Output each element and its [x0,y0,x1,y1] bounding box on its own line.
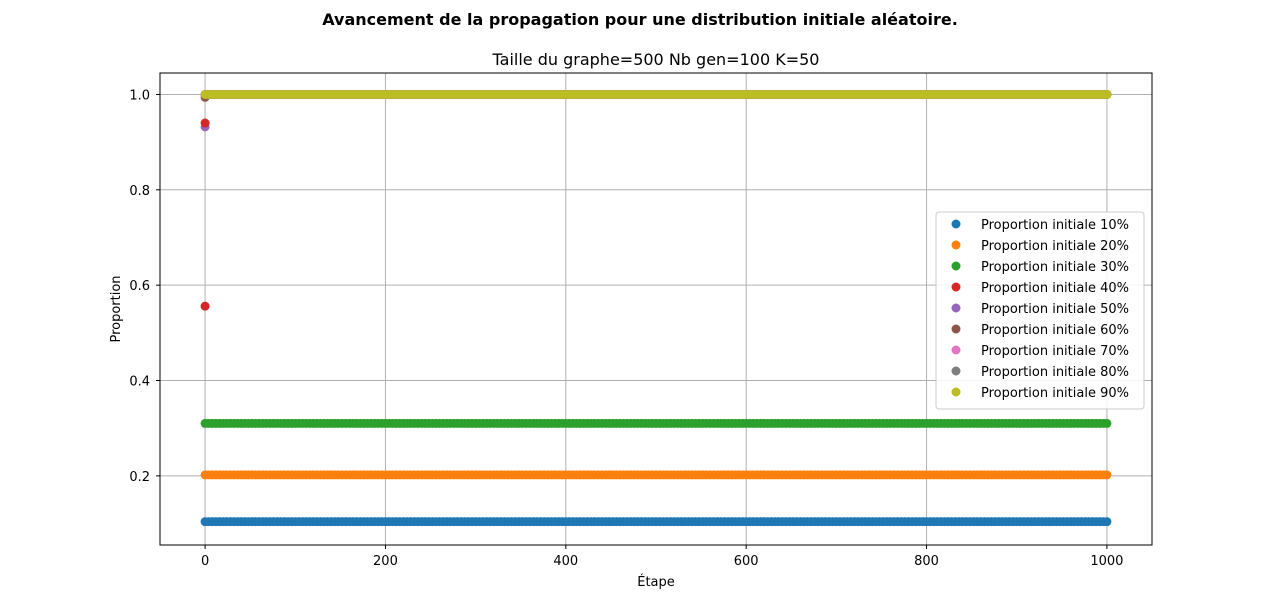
legend-marker [951,261,961,271]
series-points [200,517,1112,527]
legend-marker [951,366,961,376]
data-point [200,301,210,311]
y-tick-label: 0.2 [129,470,150,485]
figure-suptitle: Avancement de la propagation pour une di… [322,10,958,29]
x-tick-label: 0 [201,554,209,569]
y-tick-label: 0.4 [129,375,150,390]
legend: Proportion initiale 10% Proportion initia… [935,211,1145,410]
series-points [200,89,1112,99]
legend-label: Proportion initiale 90% [981,386,1129,401]
legend-label: Proportion initiale 10% [981,218,1129,233]
legend-box [935,211,1145,410]
legend-label: Proportion initiale 40% [981,281,1129,296]
legend-marker [951,240,961,250]
x-tick-label: 800 [914,554,939,569]
chart-title: Taille du graphe=500 Nb gen=100 K=50 [492,50,820,69]
x-tick-label: 600 [734,554,759,569]
axis-ticks: 0 200 400 600 800 1000 0.2 0.4 0.6 0.8 1.0 [129,88,1123,569]
data-point [1102,418,1112,428]
y-tick-label: 0.8 [129,184,150,199]
legend-label: Proportion initiale 80% [981,365,1129,380]
series-points [200,470,1112,480]
legend-label: Proportion initiale 50% [981,302,1129,317]
legend-marker [951,387,961,397]
legend-label: Proportion initiale 30% [981,260,1129,275]
data-point [1102,517,1112,527]
data-point [1102,470,1112,480]
plot-frame [159,72,1153,546]
data-point [200,118,210,128]
series-points [200,418,1112,428]
x-tick-label: 1000 [1090,554,1123,569]
legend-marker [951,282,961,292]
legend-marker [951,219,961,229]
x-tick-label: 400 [553,554,578,569]
legend-label: Proportion initiale 20% [981,239,1129,254]
y-axis-label: Proportion [109,275,124,342]
y-tick-label: 1.0 [129,88,150,103]
legend-marker [951,303,961,313]
legend-marker [951,324,961,334]
x-axis-label: Étape [637,574,675,590]
legend-marker [951,345,961,355]
legend-label: Proportion initiale 60% [981,323,1129,338]
data-point [1102,89,1112,99]
y-tick-label: 0.6 [129,279,150,294]
data-points [200,89,1112,527]
x-tick-label: 200 [373,554,398,569]
legend-label: Proportion initiale 70% [981,344,1129,359]
